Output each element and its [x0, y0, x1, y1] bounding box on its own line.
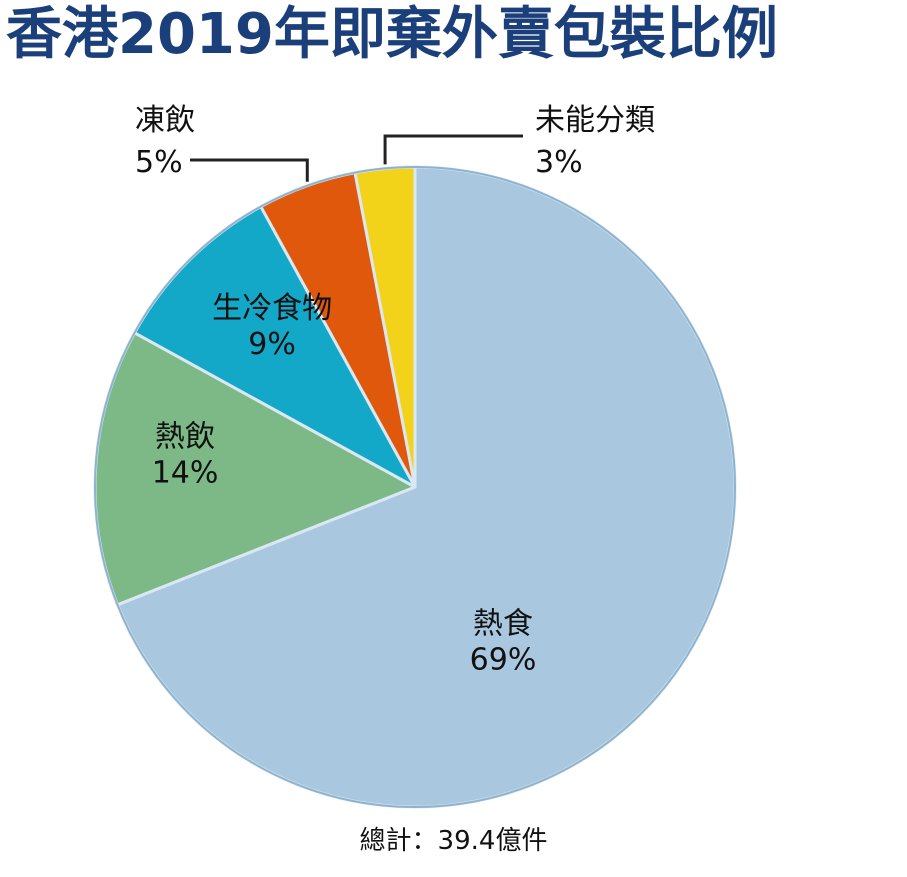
page-title: 香港2019年即棄外賣包裝比例	[6, 2, 778, 67]
slice-value-4: 3%	[535, 145, 583, 180]
slice-value-3: 5%	[135, 145, 183, 180]
callout-line-4	[383, 134, 523, 165]
slice-label-4: 未能分類	[535, 103, 655, 138]
slice-label-2: 生冷食物	[212, 291, 332, 326]
slice-label-1: 熱飲	[155, 420, 215, 455]
pie-outline	[94, 166, 736, 808]
callout-line-3	[190, 158, 309, 182]
pie-slices	[93, 165, 737, 809]
slice-value-1: 14%	[152, 456, 219, 491]
slice-label-3: 凍飲	[135, 103, 195, 138]
slice-label-0: 熱食	[473, 606, 533, 641]
pie-callouts	[190, 134, 523, 182]
slice-value-0: 69%	[470, 642, 537, 677]
slice-value-2: 9%	[248, 327, 296, 362]
total-label: 總計：39.4億件	[359, 826, 548, 856]
